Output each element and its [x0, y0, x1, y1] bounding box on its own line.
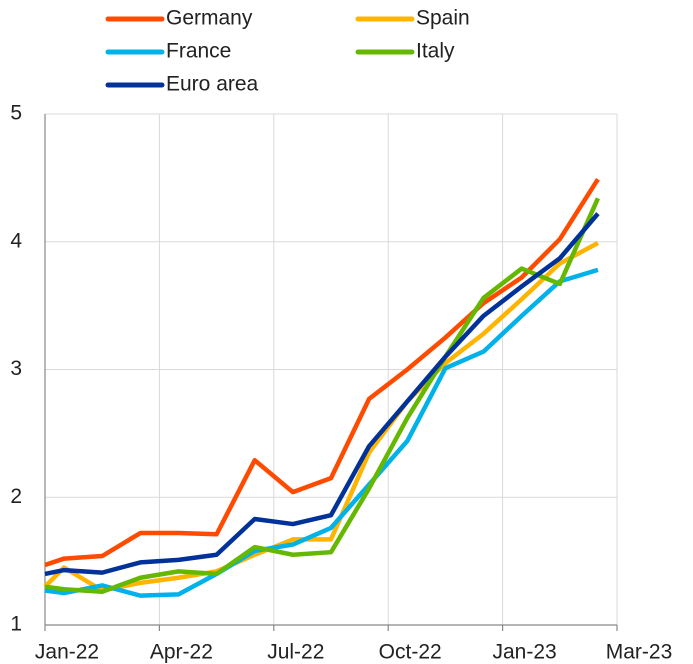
y-tick-label: 1	[10, 613, 22, 636]
legend-label: France	[166, 40, 231, 63]
legend-label: Germany	[166, 7, 253, 30]
x-tick-label: Apr-22	[150, 641, 213, 664]
legend-label: Euro area	[166, 73, 259, 96]
x-tick-label: Oct-22	[379, 641, 442, 664]
x-tick-label: Jul-22	[267, 641, 324, 664]
x-tick-label: Jan-23	[492, 641, 556, 664]
series-line	[44, 267, 599, 598]
legend-label: Italy	[416, 40, 455, 63]
series-line	[44, 197, 600, 595]
legend-label: Spain	[416, 7, 470, 30]
y-tick-label: 5	[10, 102, 22, 125]
x-tick-label: Mar-23	[606, 641, 673, 664]
series-line	[44, 212, 600, 577]
x-tick-label: Jan-22	[35, 641, 99, 664]
y-tick-label: 3	[10, 357, 22, 380]
series-line	[44, 177, 600, 568]
y-tick-label: 2	[10, 485, 22, 508]
y-tick-label: 4	[10, 229, 22, 252]
